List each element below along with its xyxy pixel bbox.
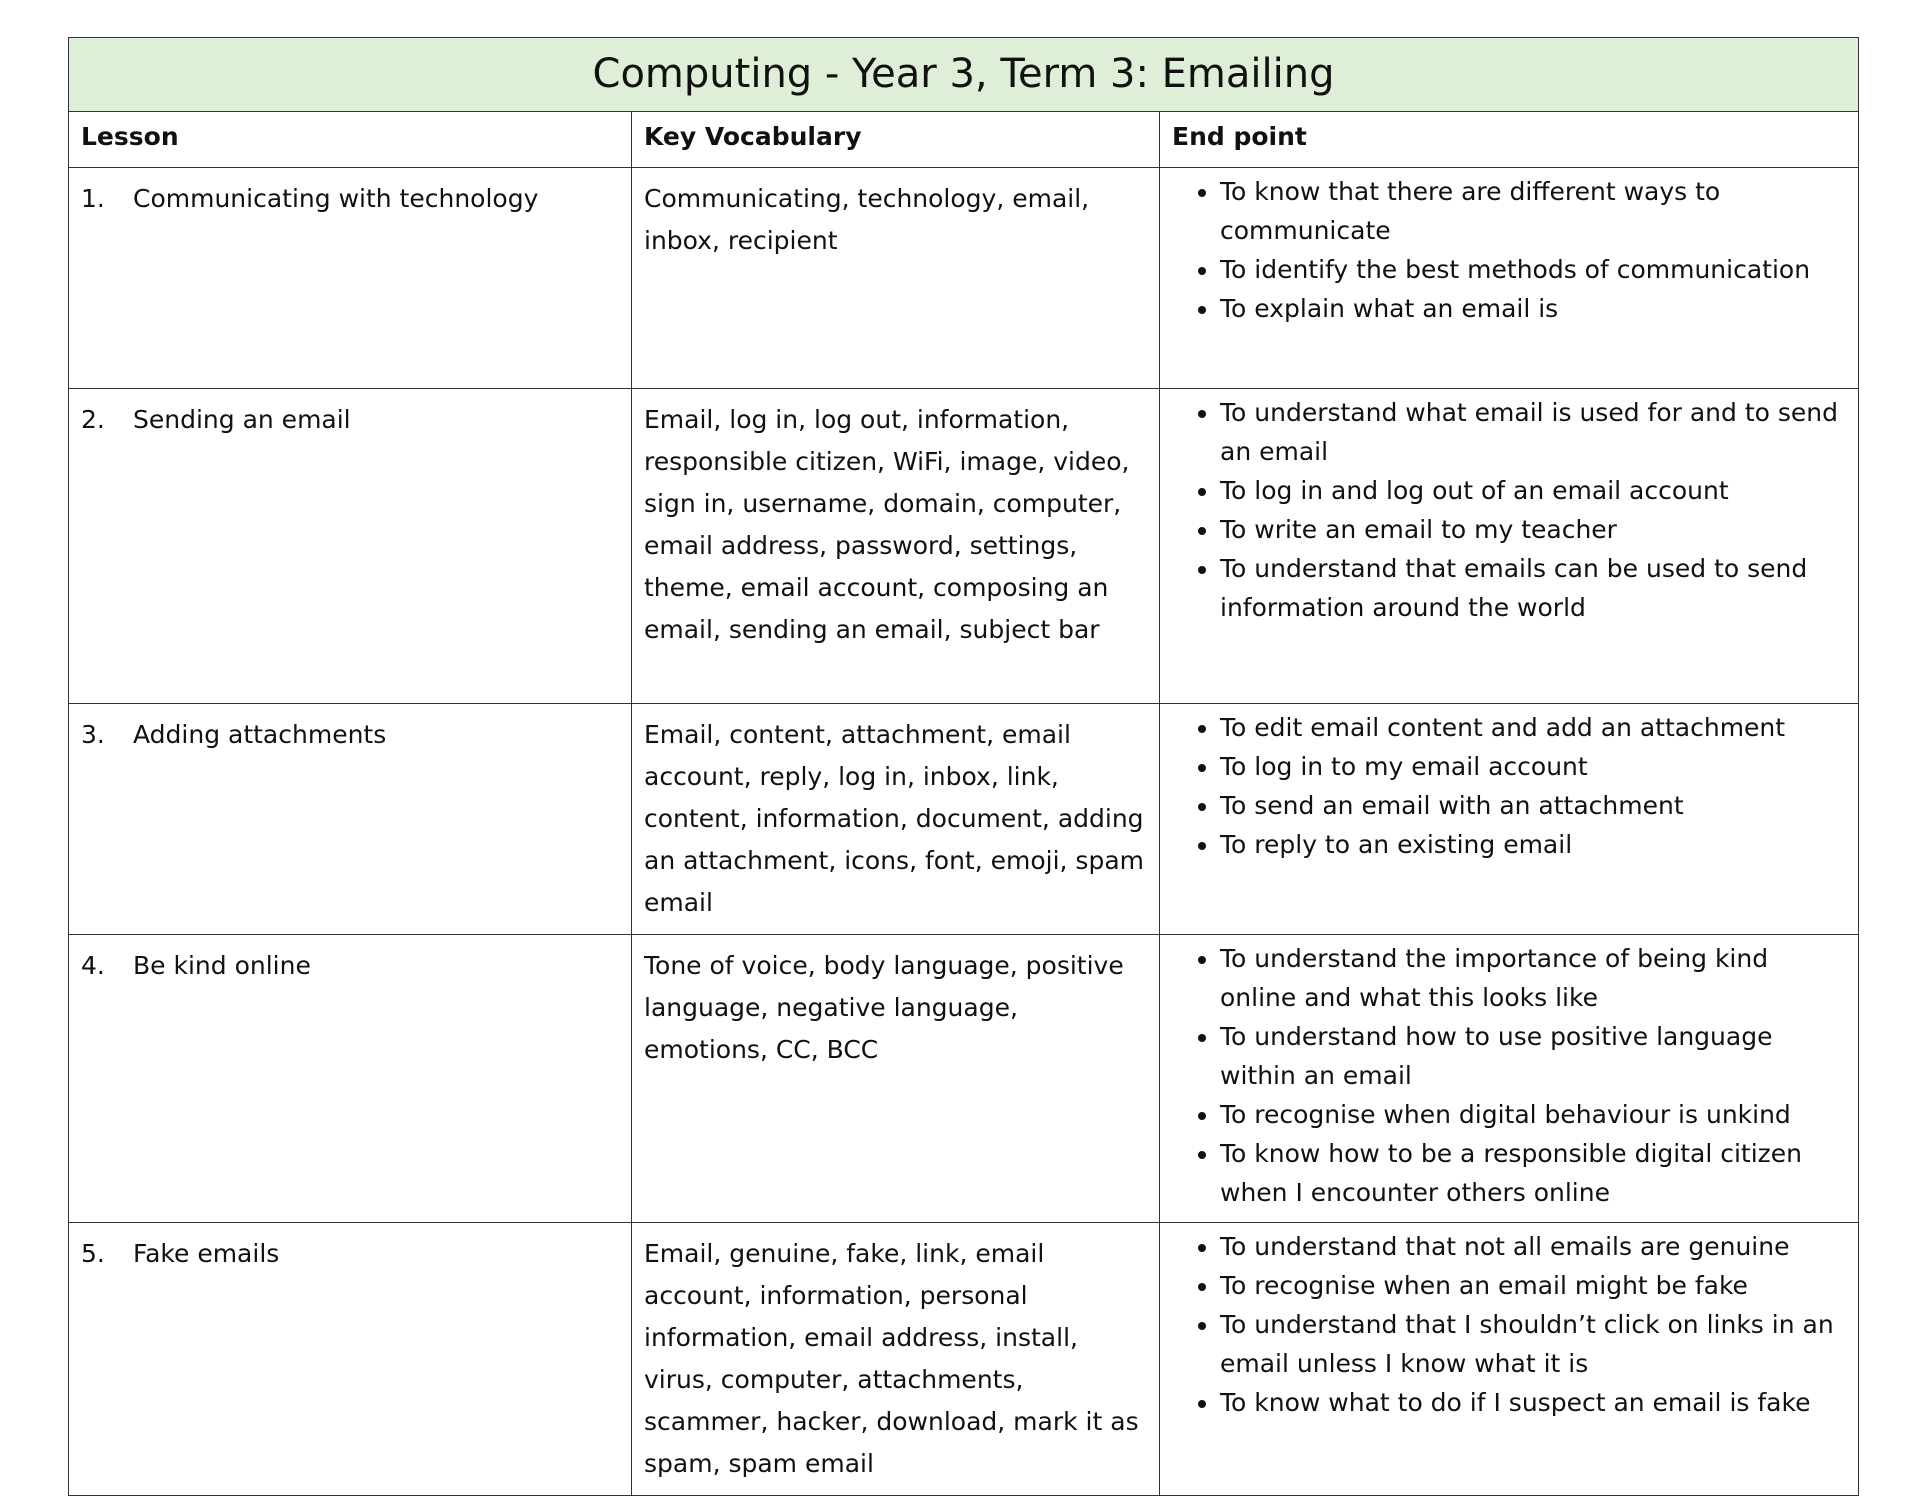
endpoint: To understand the importance of being ki… — [1220, 939, 1846, 1017]
row: 3. Adding attachments Email, content, atta… — [68, 703, 1860, 935]
document: Computing - Year 3, Term 3: Emailing Les… — [67, 37, 1860, 1496]
endpoint: To understand that I shouldn’t click on … — [1220, 1305, 1846, 1383]
title: Computing - Year 3, Term 3: Emailing — [67, 37, 1860, 112]
lesson-cell: 1. Communicating with technology — [68, 167, 632, 389]
endpoint-cell: To understand what email is used for and… — [1158, 388, 1860, 704]
endpoint-cell: To know that there are different ways to… — [1158, 167, 1860, 389]
vocabulary-cell: Email, log in, log out, information, res… — [631, 388, 1160, 704]
column-header: End point — [1158, 111, 1860, 168]
endpoint-list: To edit email content and add an attachm… — [1172, 708, 1846, 864]
endpoint-cell: To edit email content and add an attachm… — [1158, 703, 1860, 935]
lesson-name: Adding attachments — [133, 720, 387, 749]
column-header: Lesson — [68, 111, 632, 168]
row: 4. Be kind online Tone of voice, body lang… — [68, 934, 1860, 1223]
row: 5. Fake emails Email, genuine, fake, link,… — [68, 1222, 1860, 1496]
lesson-cell: 3. Adding attachments — [68, 703, 632, 935]
endpoint-list: To understand what email is used for and… — [1172, 393, 1846, 627]
endpoint: To understand that not all emails are ge… — [1220, 1227, 1846, 1266]
endpoint: To know that there are different ways to… — [1220, 172, 1846, 250]
endpoint: To understand what email is used for and… — [1220, 393, 1846, 471]
lesson-cell: 5. Fake emails — [68, 1222, 632, 1496]
endpoint-cell: To understand that not all emails are ge… — [1158, 1222, 1860, 1496]
endpoint: To recognise when an email might be fake — [1220, 1266, 1846, 1305]
row: 1. Communicating with technology Communica… — [68, 167, 1860, 389]
endpoint: To identify the best methods of communic… — [1220, 250, 1846, 289]
lesson-cell: 4. Be kind online — [68, 934, 632, 1223]
lesson-number: 5. — [81, 1239, 105, 1268]
lesson-cell: 2. Sending an email — [68, 388, 632, 704]
lesson-name: Communicating with technology — [133, 184, 539, 213]
vocabulary-cell: Email, genuine, fake, link, email accoun… — [631, 1222, 1160, 1496]
endpoint: To log in and log out of an email accoun… — [1220, 471, 1846, 510]
endpoint: To log in to my email account — [1220, 747, 1846, 786]
endpoint: To reply to an existing email — [1220, 825, 1846, 864]
endpoint-cell: To understand the importance of being ki… — [1158, 934, 1860, 1223]
endpoint: To recognise when digital behaviour is u… — [1220, 1095, 1846, 1134]
vocabulary-cell: Tone of voice, body language, positive l… — [631, 934, 1160, 1223]
lesson-name: Sending an email — [133, 405, 351, 434]
endpoint-list: To understand that not all emails are ge… — [1172, 1227, 1846, 1422]
lesson-name: Fake emails — [133, 1239, 280, 1268]
endpoint: To write an email to my teacher — [1220, 510, 1846, 549]
vocabulary-cell: Email, content, attachment, email accoun… — [631, 703, 1160, 935]
curriculum-table: Computing - Year 3, Term 3: Emailing Les… — [67, 37, 1860, 1496]
endpoint-list: To know that there are different ways to… — [1172, 172, 1846, 328]
endpoint: To know how to be a responsible digital … — [1220, 1134, 1846, 1212]
endpoint: To explain what an email is — [1220, 289, 1846, 328]
lesson-name: Be kind online — [133, 951, 311, 980]
endpoint-list: To understand the importance of being ki… — [1172, 939, 1846, 1212]
lesson-number: 3. — [81, 720, 105, 749]
lesson-number: 2. — [81, 405, 105, 434]
vocabulary-cell: Communicating, technology, email, inbox,… — [631, 167, 1160, 389]
row: 2. Sending an email Email, log in, log out… — [68, 388, 1860, 704]
endpoint: To understand that emails can be used to… — [1220, 549, 1846, 627]
endpoint: To know what to do if I suspect an email… — [1220, 1383, 1846, 1422]
lesson-number: 1. — [81, 184, 105, 213]
endpoint: To send an email with an attachment — [1220, 786, 1846, 825]
lesson-number: 4. — [81, 951, 105, 980]
column-header: Key Vocabulary — [631, 111, 1160, 168]
endpoint: To understand how to use positive langua… — [1220, 1017, 1846, 1095]
endpoint: To edit email content and add an attachm… — [1220, 708, 1846, 747]
